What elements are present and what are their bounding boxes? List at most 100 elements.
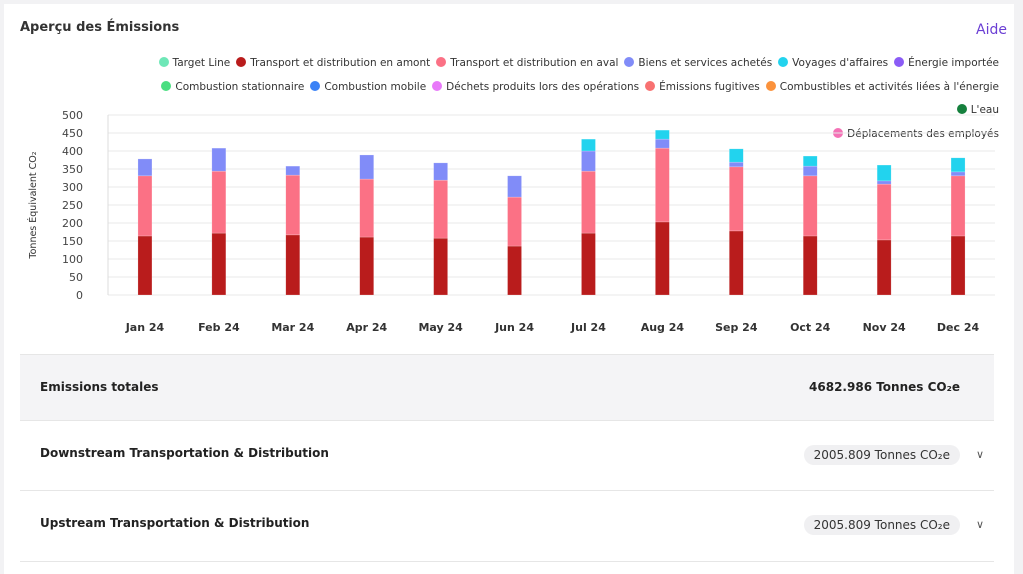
- bar-segment: [729, 161, 744, 168]
- legend-label: Déchets produits lors des opérations: [446, 80, 640, 93]
- legend-item[interactable]: Target Line: [158, 52, 231, 76]
- total-value: 4682.986 Tonnes CO₂e: [809, 380, 960, 394]
- x-tick-label: Feb 24: [198, 321, 240, 334]
- x-tick-label: May 24: [418, 321, 463, 334]
- y-tick-label: 500: [62, 109, 83, 122]
- x-tick-label: Nov 24: [863, 321, 906, 334]
- legend-label: Combustion stationnaire: [175, 80, 305, 93]
- bar-segment: [876, 239, 892, 296]
- legend-label: L'eau: [970, 104, 999, 116]
- category-label: Downstream Transportation & Distribution: [40, 446, 329, 460]
- emissions-chart: 0 50 100 150 200 250 300 350 400 450 500 Tonnes Équ…: [27, 109, 995, 334]
- legend-dot-icon: [158, 57, 169, 67]
- legend-label: Combustibles et activités liées à l'éner…: [779, 80, 999, 93]
- y-tick-label: 150: [62, 235, 83, 248]
- legend-dot-icon: [778, 57, 789, 67]
- x-tick-label: Sep 24: [715, 321, 758, 334]
- x-tick-label: Jan 24: [125, 321, 165, 334]
- chevron-down-icon[interactable]: ∨: [975, 448, 984, 461]
- y-tick-label: 300: [62, 181, 83, 194]
- bar-segment: [359, 154, 374, 180]
- bar-segment: [950, 171, 966, 177]
- bar-segment: [655, 138, 670, 149]
- bar-segment: [581, 138, 596, 152]
- x-tick-label: Oct 24: [790, 321, 831, 334]
- total-label: Emissions totales: [40, 380, 159, 394]
- legend-dot-icon: [432, 80, 443, 91]
- x-tick-label: Dec 24: [937, 321, 980, 334]
- bar-segment: [655, 147, 670, 223]
- legend-item[interactable]: Transport et distribution en aval: [436, 52, 618, 76]
- y-tick-label: 400: [62, 145, 83, 158]
- legend-dot-icon: [956, 104, 967, 114]
- legend-item[interactable]: Déchets produits lors des opérations: [432, 76, 639, 100]
- x-tick-label: Jul 24: [570, 321, 606, 334]
- legend-dot-icon: [624, 57, 635, 67]
- category-label: Upstream Transportation & Distribution: [40, 516, 310, 530]
- bar-segment: [433, 237, 448, 296]
- legend-dot-icon: [436, 57, 447, 67]
- legend-dot-icon: [894, 57, 905, 67]
- bar-segment: [729, 230, 744, 296]
- legend-item[interactable]: Énergie importée: [894, 52, 999, 76]
- bar-segment: [729, 166, 744, 232]
- x-tick-label: Mar 24: [271, 321, 314, 334]
- legend-label: Transport et distribution en aval: [450, 57, 619, 69]
- bar-segment: [507, 245, 522, 296]
- bar-segment: [285, 174, 301, 236]
- category-row[interactable]: Upstream Transportation & Distribution 2…: [20, 490, 994, 562]
- category-value-badge: 2005.809 Tonnes CO₂e: [803, 515, 960, 535]
- bar-segment: [655, 129, 670, 140]
- legend-item[interactable]: Combustibles et activités liées à l'éner…: [765, 76, 999, 100]
- legend-item[interactable]: Voyages d'affaires: [778, 52, 888, 76]
- y-tick-label: 100: [62, 253, 83, 266]
- legend-item[interactable]: Combustion mobile: [310, 76, 426, 100]
- category-value-badge: 2005.809 Tonnes CO₂e: [803, 445, 960, 465]
- bar-segment: [507, 196, 522, 247]
- legend-dot-icon: [765, 80, 776, 91]
- page-title: Aperçu des Émissions: [20, 20, 180, 35]
- bar-segment: [729, 148, 744, 163]
- bar-segment: [137, 175, 153, 237]
- bar-segment: [581, 150, 596, 172]
- bar-segment: [285, 165, 301, 176]
- bar-segment: [876, 180, 892, 185]
- legend-item[interactable]: Transport et distribution en amont: [236, 52, 430, 76]
- bar-segment: [876, 183, 892, 241]
- x-tick-label: Apr 24: [346, 321, 387, 334]
- bar-segment: [211, 170, 227, 234]
- bar-segment: [876, 164, 892, 182]
- bar-segment: [359, 178, 374, 238]
- y-tick-label: 50: [69, 271, 83, 284]
- bar-segment: [137, 235, 153, 296]
- bar-segment: [433, 162, 448, 181]
- legend-item[interactable]: L'eau: [956, 99, 999, 123]
- y-tick-label: 450: [62, 127, 83, 140]
- y-tick-label: 200: [62, 217, 83, 230]
- category-row[interactable]: Downstream Transportation & Distribution…: [20, 420, 994, 491]
- legend-label: Émissions fugitives: [659, 80, 760, 93]
- chevron-down-icon[interactable]: ∨: [975, 518, 984, 531]
- legend-item[interactable]: Émissions fugitives: [645, 76, 760, 100]
- bar-segment: [211, 147, 227, 172]
- y-tick-label: 350: [62, 163, 83, 176]
- y-axis-label: Tonnes Équivalent CO₂: [27, 151, 39, 259]
- bar-segment: [950, 235, 966, 296]
- bar-segment: [433, 179, 448, 239]
- bar-segment: [581, 170, 596, 234]
- bar-segment: [802, 155, 818, 167]
- bar-segment: [359, 236, 374, 296]
- legend-label: Transport et distribution en amont: [250, 57, 431, 69]
- legend-item[interactable]: Biens et services achetés: [624, 52, 772, 76]
- bar-segment: [950, 157, 966, 173]
- bar-segment: [802, 235, 818, 296]
- bar-segment: [655, 221, 670, 296]
- bar-segment: [211, 232, 227, 296]
- total-emissions-row: Emissions totales 4682.986 Tonnes CO₂e: [20, 354, 994, 421]
- legend-dot-icon: [161, 80, 172, 91]
- legend-item[interactable]: Combustion stationnaire: [161, 76, 304, 100]
- help-link[interactable]: Aide: [976, 22, 1007, 38]
- legend-label: Target Line: [172, 57, 231, 69]
- legend-label: Énergie importée: [908, 57, 999, 69]
- legend-label: Combustion mobile: [324, 80, 427, 93]
